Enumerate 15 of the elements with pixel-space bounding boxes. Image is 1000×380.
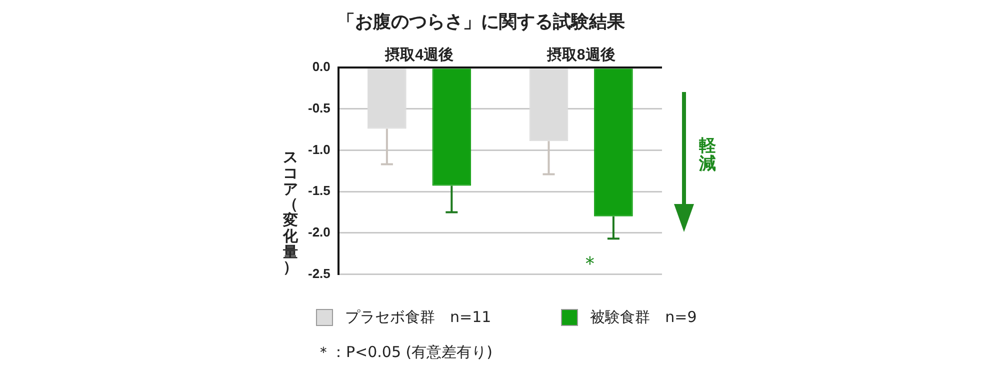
chart-title: 「お腹のつらさ」に関する試験結果 bbox=[337, 11, 626, 32]
legend-label: プラセボ食群 n=11 bbox=[345, 308, 492, 327]
text: ＊：P<0.05 (有意差有り) bbox=[316, 343, 492, 362]
y-tick-label: -2.0 bbox=[308, 224, 330, 240]
x-tick-label: 摂取4週後 bbox=[384, 46, 454, 64]
y-tick-label: 0.0 bbox=[312, 59, 330, 74]
y-tick-label: -1.5 bbox=[308, 183, 330, 198]
y-tick-label: -2.5 bbox=[308, 266, 330, 281]
y-tick-label: -0.5 bbox=[308, 100, 330, 116]
annotation: ＊ bbox=[580, 250, 600, 277]
legend-label: 被験食群 n=9 bbox=[590, 308, 697, 327]
y-tick-label: -1.0 bbox=[308, 142, 330, 157]
text: 軽減 bbox=[699, 136, 716, 174]
x-tick-label: 摂取8週後 bbox=[546, 46, 616, 64]
y-axis-title: スコア（変化量） bbox=[283, 148, 298, 276]
